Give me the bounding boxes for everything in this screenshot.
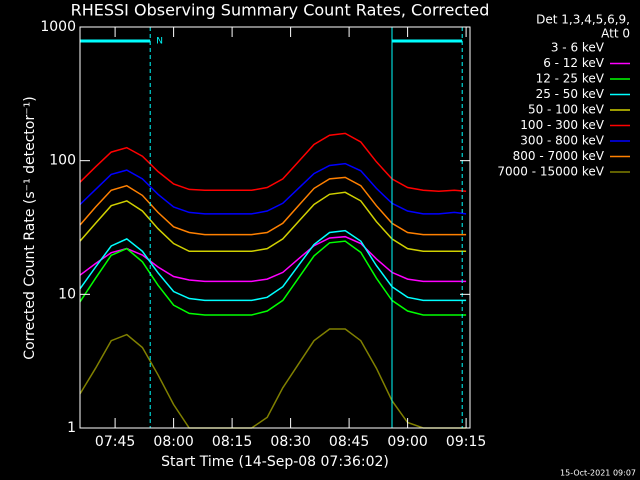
series-line <box>79 176 467 236</box>
series-line <box>79 328 467 429</box>
x-tick-label: 09:15 <box>446 434 486 450</box>
x-axis-label: Start Time (14-Sep-08 07:36:02) <box>161 454 389 470</box>
legend-label: 6 - 12 keV <box>543 56 605 70</box>
series-line <box>79 132 467 193</box>
x-tick-label: 08:30 <box>270 434 310 450</box>
series-line <box>79 162 467 215</box>
legend-label: 3 - 6 keV <box>551 41 605 55</box>
y-tick-label: 1000 <box>40 19 76 35</box>
series-line <box>79 240 467 316</box>
x-tick-label: 09:00 <box>387 434 427 450</box>
legend-label: 300 - 800 keV <box>520 134 604 148</box>
footer: 15-Oct-2021 09:07 <box>560 469 636 478</box>
interval-label: N <box>156 37 163 47</box>
series-line <box>79 229 467 302</box>
legend-label: 100 - 300 keV <box>520 118 604 132</box>
legend-label: 25 - 50 keV <box>536 87 605 101</box>
x-tick-label: 08:00 <box>153 434 193 450</box>
y-tick-label: 10 <box>58 286 76 302</box>
x-tick-label: 07:45 <box>95 434 135 450</box>
series-line <box>79 235 467 283</box>
legend-label: 7000 - 15000 keV <box>497 165 604 179</box>
chart-title: RHESSI Observing Summary Count Rates, Co… <box>71 1 490 20</box>
plot-frame <box>79 26 471 429</box>
series-line <box>79 247 467 325</box>
legend-title: Att 0 <box>601 27 630 41</box>
legend-title: Det 1,3,4,5,6,9, <box>536 13 630 27</box>
legend-label: 800 - 7000 keV <box>513 149 605 163</box>
y-axis-label: Corrected Count Rate (s⁻¹ detector⁻¹) <box>22 96 38 359</box>
y-tick-label: 100 <box>49 153 76 169</box>
legend-label: 50 - 100 keV <box>528 103 605 117</box>
series-line <box>79 191 467 253</box>
legend-label: 12 - 25 keV <box>536 72 605 86</box>
x-tick-label: 08:45 <box>329 434 369 450</box>
x-tick-label: 08:15 <box>212 434 252 450</box>
y-tick-label: 1 <box>67 420 76 436</box>
